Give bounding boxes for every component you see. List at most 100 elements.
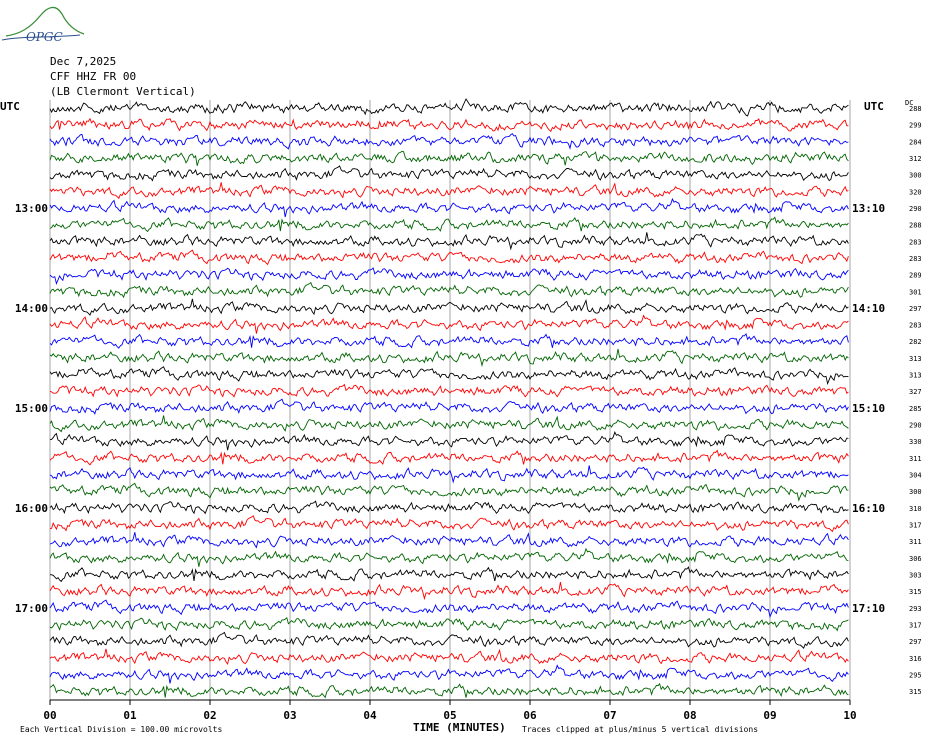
right-utc-title: UTC [864,100,884,113]
seismic-traces [49,98,849,699]
left-utc-title: UTC [0,100,20,113]
x-tick-label: 08 [683,709,696,722]
trace-line [49,348,849,368]
time-gridlines [49,100,851,700]
dc-header: DC [905,99,913,107]
trace-line [49,314,849,334]
trace-line [49,249,849,266]
dc-offset-label: 289 [909,272,922,280]
right-time-label: 16:10 [852,502,885,515]
dc-offset-labels: 288 299 284 312 300 320 290 288 283 283 289 301 297 2… [909,105,922,696]
dc-offset-label: 320 [909,188,922,196]
dc-offset-label: 288 [909,222,922,230]
dc-offset-label: 283 [909,322,922,330]
dc-offset-label: 290 [909,422,922,430]
logo-swoosh-icon [1,34,81,41]
trace-line [49,631,849,650]
left-time-label: 17:00 [15,602,48,615]
trace-line [49,431,849,451]
dc-offset-label: 313 [909,372,922,380]
dc-offset-label: 285 [909,405,922,413]
logo-text: OPGC [26,30,63,44]
trace-line [49,398,849,415]
dc-offset-label: 312 [909,155,922,163]
dc-offset-label: 315 [909,688,922,696]
dc-offset-label: 293 [909,605,922,613]
dc-offset-label: 310 [909,505,922,513]
left-time-labels: 13:00 14:00 15:00 16:00 17:00 [15,202,48,615]
right-time-label: 17:10 [852,602,885,615]
dc-offset-label: 300 [909,488,922,496]
dc-offset-label: 283 [909,255,922,263]
trace-line [49,267,849,286]
right-time-label: 14:10 [852,302,885,315]
footer-clip-note: Traces clipped at plus/minus 5 vertical … [522,725,758,734]
left-time-label: 13:00 [15,202,48,215]
dc-offset-label: 313 [909,355,922,363]
trace-line [49,281,849,299]
x-tick-label: 07 [603,709,616,722]
date-label: Dec 7,2025 [50,55,116,68]
dc-offset-label: 290 [909,205,922,213]
trace-line [49,582,849,601]
trace-line [49,150,849,166]
trace-line [49,664,849,684]
dc-offset-label: 284 [909,138,922,146]
logo-mountain-icon [5,6,85,37]
dc-offset-label: 304 [909,472,922,480]
dc-offset-label: 327 [909,388,922,396]
dc-offset-label: 282 [909,338,922,346]
x-axis-ticks: 00 01 02 03 04 05 06 07 08 09 10 [43,700,857,722]
trace-line [49,682,849,699]
dc-offset-label: 311 [909,538,922,546]
trace-line [49,216,849,233]
dc-offset-label: 300 [909,172,922,180]
trace-line [49,298,849,316]
x-tick-label: 09 [763,709,776,722]
trace-line [49,197,849,218]
dc-offset-label: 306 [909,555,922,563]
trace-line [49,133,849,150]
trace-line [49,547,849,567]
trace-line [49,182,849,200]
dc-offset-label: 297 [909,305,922,313]
x-tick-label: 03 [283,709,296,722]
left-time-label: 16:00 [15,502,48,515]
trace-line [49,599,849,619]
dc-offset-label: 301 [909,288,922,296]
trace-line [49,616,849,632]
dc-offset-label: 288 [909,105,922,113]
x-tick-label: 01 [123,709,137,722]
x-tick-label: 10 [843,709,856,722]
trace-line [49,532,849,549]
left-time-label: 15:00 [15,402,48,415]
dc-offset-label: 317 [909,621,922,629]
trace-line [49,515,849,533]
x-tick-label: 05 [443,709,456,722]
trace-line [49,98,849,117]
right-time-label: 13:10 [852,202,885,215]
x-tick-label: 00 [43,709,56,722]
dc-offset-label: 295 [909,671,922,679]
footer-scale-note: Each Vertical Division = 100.00 microvol… [20,725,222,734]
trace-line [49,465,849,484]
dc-offset-label: 297 [909,638,922,646]
dc-offset-label: 317 [909,522,922,530]
trace-line [49,117,849,133]
left-time-label: 14:00 [15,302,48,315]
x-tick-label: 02 [203,709,216,722]
dc-offset-label: 311 [909,455,922,463]
station-label: CFF HHZ FR 00 [50,70,136,83]
trace-line [49,332,849,349]
dc-offset-label: 283 [909,238,922,246]
trace-line [49,366,849,386]
trace-line [49,449,849,466]
x-tick-label: 04 [363,709,377,722]
trace-line [49,482,849,502]
location-label: (LB Clermont Vertical) [50,85,196,98]
trace-line [49,383,849,398]
trace-line [49,648,849,666]
x-tick-label: 06 [523,709,537,722]
dc-offset-label: 316 [909,655,922,663]
trace-line [49,566,849,583]
